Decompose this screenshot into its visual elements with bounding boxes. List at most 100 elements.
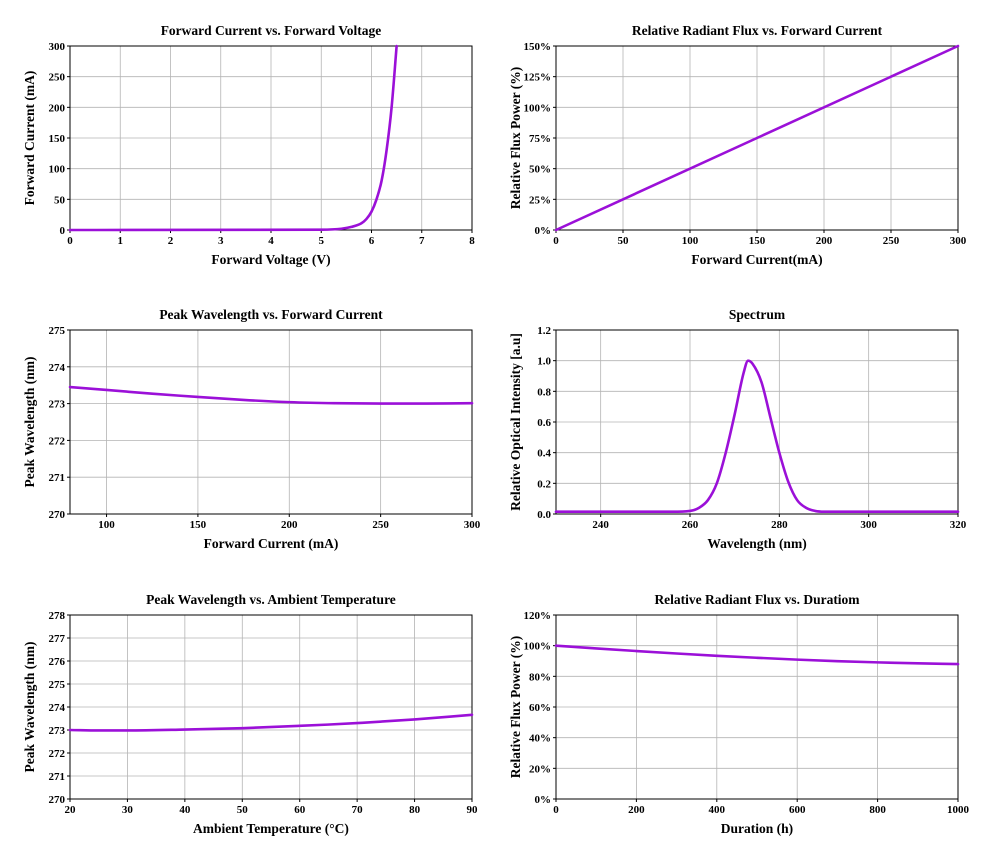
x-tick-label: 7	[419, 235, 425, 247]
x-tick-label: 0	[553, 235, 559, 247]
x-tick-label: 0	[553, 804, 559, 816]
x-tick-label: 8	[469, 235, 475, 247]
x-axis-label: Forward Current (mA)	[204, 536, 339, 551]
x-tick-label: 40	[179, 804, 191, 816]
y-tick-label: 20%	[529, 763, 551, 775]
chart-4: 240 260 280 300 320 0.0 0.2 0.4 0.6 0.8 1.0 1.2 Spec…	[508, 307, 967, 551]
x-tick-label: 240	[592, 519, 609, 531]
y-tick-label: 0.2	[537, 478, 551, 490]
y-tick-label: 275	[49, 679, 66, 691]
x-tick-label: 30	[122, 804, 134, 816]
y-tick-label: 0%	[535, 794, 552, 806]
series-line	[68, 713, 474, 732]
series-line	[554, 359, 960, 513]
chart-6: 0 200 400 600 800 1000 0% 20% 40% 60% 80% 100% 120% R…	[508, 592, 970, 836]
y-tick-label: 50%	[529, 164, 551, 176]
x-axis-label: Duration (h)	[721, 821, 793, 836]
y-tick-label: 0	[60, 225, 66, 237]
y-tick-label: 278	[49, 610, 66, 622]
x-tick-label: 320	[950, 519, 967, 531]
y-tick-label: 271	[49, 472, 66, 484]
x-tick-label: 100	[98, 519, 115, 531]
y-tick-label: 25%	[529, 194, 551, 206]
x-tick-label: 300	[464, 519, 481, 531]
y-tick-label: 120%	[524, 610, 552, 622]
y-tick-label: 50	[54, 194, 66, 206]
x-tick-label: 200	[628, 804, 645, 816]
y-tick-label: 272	[49, 748, 66, 760]
x-tick-label: 3	[218, 235, 224, 247]
x-tick-label: 100	[682, 235, 699, 247]
y-tick-label: 272	[49, 435, 66, 447]
chart-title: Peak Wavelength vs. Ambient Temperature	[146, 592, 396, 607]
y-tick-label: 75%	[529, 133, 551, 145]
y-tick-label: 0.4	[537, 448, 551, 460]
y-tick-label: 150	[49, 133, 66, 145]
y-tick-label: 40%	[529, 733, 551, 745]
y-axis-label: Relative Optical Intensity [a.u]	[508, 333, 523, 511]
y-tick-label: 270	[49, 794, 66, 806]
x-tick-label: 1000	[947, 804, 970, 816]
x-tick-label: 90	[467, 804, 479, 816]
x-tick-label: 5	[319, 235, 325, 247]
chart-1: 0 1 2 3 4 5 6 7 8 0 50 100 150 200 250 300 Forward Curre…	[22, 23, 475, 267]
chart-title: Spectrum	[729, 307, 786, 322]
y-tick-label: 270	[49, 509, 66, 521]
y-tick-label: 150%	[524, 41, 552, 53]
x-tick-label: 260	[682, 519, 699, 531]
y-tick-label: 100%	[524, 641, 552, 653]
x-tick-label: 280	[771, 519, 788, 531]
x-tick-label: 200	[816, 235, 833, 247]
y-tick-label: 60%	[529, 702, 551, 714]
y-tick-label: 1.0	[537, 356, 551, 368]
y-tick-label: 1.2	[537, 325, 551, 337]
y-tick-label: 275	[49, 325, 66, 337]
x-tick-label: 20	[65, 804, 77, 816]
x-axis-label: Wavelength (nm)	[707, 536, 806, 551]
chart-title: Forward Current vs. Forward Voltage	[161, 23, 382, 38]
x-tick-label: 150	[190, 519, 207, 531]
y-axis-label: Peak Wavelength (nm)	[22, 357, 37, 488]
chart-3: 100 150 200 250 300 270 271 272 273 274 275 Peak Wa…	[22, 307, 481, 551]
y-tick-label: 100%	[524, 102, 552, 114]
y-tick-label: 274	[49, 702, 66, 714]
series-line	[554, 644, 960, 666]
x-tick-label: 6	[369, 235, 375, 247]
y-axis-label: Relative Flux Power (%)	[508, 636, 523, 779]
y-tick-label: 125%	[524, 72, 552, 84]
y-tick-label: 0.0	[537, 509, 551, 521]
y-tick-label: 80%	[529, 671, 551, 683]
x-tick-label: 150	[749, 235, 766, 247]
x-tick-label: 0	[67, 235, 73, 247]
x-tick-label: 600	[789, 804, 806, 816]
x-tick-label: 300	[860, 519, 877, 531]
chart-title: Relative Radiant Flux vs. Duratiom	[654, 592, 860, 607]
x-tick-label: 80	[409, 804, 421, 816]
chart-5: 20 30 40 50 60 70 80 90 270 271 272 273 274 275 276 277…	[22, 592, 478, 836]
x-axis-label: Forward Voltage (V)	[211, 252, 330, 267]
series-line	[554, 44, 960, 232]
plot-frame	[69, 329, 473, 515]
y-tick-label: 0%	[535, 225, 552, 237]
chart-title: Peak Wavelength vs. Forward Current	[159, 307, 383, 322]
chart-2: 0 50 100 150 200 250 300 0% 25% 50% 75% 100% 125% 150…	[508, 23, 967, 267]
y-tick-label: 100	[49, 164, 66, 176]
x-tick-label: 70	[352, 804, 364, 816]
y-axis-label: Relative Flux Power (%)	[508, 67, 523, 210]
y-tick-label: 200	[49, 102, 66, 114]
y-tick-label: 277	[49, 633, 66, 645]
x-tick-label: 250	[372, 519, 389, 531]
x-tick-label: 50	[618, 235, 630, 247]
x-tick-label: 800	[869, 804, 886, 816]
y-axis-label: Peak Wavelength (nm)	[22, 642, 37, 773]
y-axis-label: Forward Current (mA)	[22, 71, 37, 206]
x-tick-label: 4	[268, 235, 274, 247]
x-tick-label: 2	[168, 235, 174, 247]
x-tick-label: 60	[294, 804, 306, 816]
x-tick-label: 300	[950, 235, 967, 247]
y-tick-label: 273	[49, 725, 66, 737]
x-axis-label: Ambient Temperature (°C)	[193, 821, 349, 836]
x-tick-label: 50	[237, 804, 249, 816]
y-tick-label: 300	[49, 41, 66, 53]
